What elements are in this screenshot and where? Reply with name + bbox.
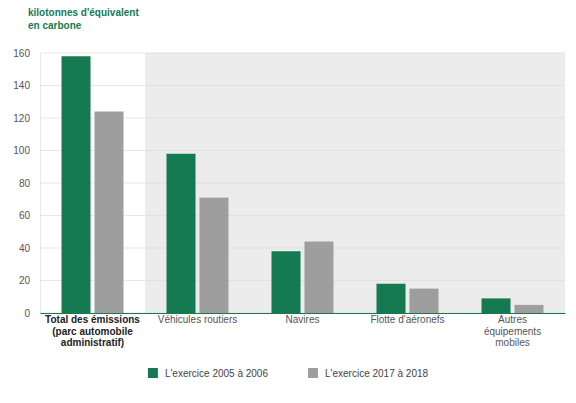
x-tick-label: Total des émissions(parc automobileadmin… — [45, 314, 140, 348]
text-line: Total des émissions — [45, 314, 140, 325]
text-line: Véhicules routiers — [158, 314, 237, 325]
text-line: équipements — [484, 326, 541, 337]
x-tick-label: Véhicules routiers — [158, 314, 237, 325]
legend-label: L'exercice 2005 à 2006 — [165, 368, 269, 379]
y-tick: 60 — [19, 210, 40, 221]
bar — [272, 251, 301, 313]
legend-swatch — [308, 368, 318, 378]
y-tick-label: 160 — [13, 48, 30, 59]
y-tick-label: 80 — [19, 178, 31, 189]
bars — [62, 56, 544, 313]
chart-container: 0 20 40 60 80 100 120 140 160 Total des émissions… — [0, 0, 576, 403]
text-line: administratif) — [61, 337, 124, 348]
text-line: kilotonnes d'équivalent — [28, 7, 139, 18]
bar — [304, 242, 333, 314]
legend: L'exercice 2005 à 2006 L'exercice 2017 à … — [148, 368, 429, 379]
x-tick-label: Navires — [286, 314, 320, 325]
x-tick: Flotte d'aéronefs — [370, 313, 444, 325]
y-tick-label: 0 — [24, 308, 30, 319]
x-axis: Total des émissions(parc automobileadmin… — [41, 313, 566, 348]
bar — [409, 289, 438, 313]
bar — [514, 305, 543, 313]
x-tick-label: Flotte d'aéronefs — [370, 314, 444, 325]
legend-swatch — [148, 368, 158, 378]
text-line: Flotte d'aéronefs — [370, 314, 444, 325]
y-tick: 40 — [19, 243, 40, 254]
bar — [482, 298, 511, 313]
y-tick-label: 140 — [13, 80, 30, 91]
text-line: Navires — [286, 314, 320, 325]
y-tick-label: 60 — [19, 210, 31, 221]
x-tick: Navires — [286, 313, 320, 325]
chart-svg: 0 20 40 60 80 100 120 140 160 Total des émissions… — [0, 0, 576, 403]
y-tick-label: 40 — [19, 243, 31, 254]
y-axis-title: kilotonnes d'équivalent en carbone — [28, 7, 139, 31]
legend-label: L'exercice 2017 à 2018 — [325, 368, 429, 379]
y-tick-label: 100 — [13, 145, 30, 156]
y-tick: 160 — [13, 48, 40, 59]
x-tick: Total des émissions(parc automobileadmin… — [45, 313, 140, 348]
bar — [94, 112, 123, 314]
text-line: en carbone — [28, 20, 82, 31]
bar — [62, 56, 91, 313]
legend-item: L'exercice 2017 à 2018 — [308, 368, 429, 379]
y-tick: 100 — [13, 145, 40, 156]
bar — [199, 198, 228, 313]
y-tick: 120 — [13, 113, 40, 124]
y-axis: 0 20 40 60 80 100 120 140 160 — [13, 48, 40, 319]
x-tick: Autreséquipementsmobiles — [484, 313, 541, 348]
y-tick: 80 — [19, 178, 40, 189]
y-tick: 0 — [24, 308, 40, 319]
text-line: mobiles — [495, 337, 529, 348]
x-tick: Véhicules routiers — [158, 313, 237, 325]
grid-line — [40, 85, 565, 86]
x-tick-label: Autreséquipementsmobiles — [484, 314, 541, 348]
grid-line — [40, 53, 565, 54]
y-tick: 140 — [13, 80, 40, 91]
text-line: (parc automobile — [52, 326, 133, 337]
bar — [377, 284, 406, 313]
y-tick: 20 — [19, 275, 40, 286]
text-line: Autres — [498, 314, 527, 325]
bar — [167, 154, 196, 313]
y-axis-line — [40, 54, 41, 314]
y-tick-label: 20 — [19, 275, 31, 286]
grid — [40, 53, 565, 313]
legend-item: L'exercice 2005 à 2006 — [148, 368, 269, 379]
y-tick-label: 120 — [13, 113, 30, 124]
